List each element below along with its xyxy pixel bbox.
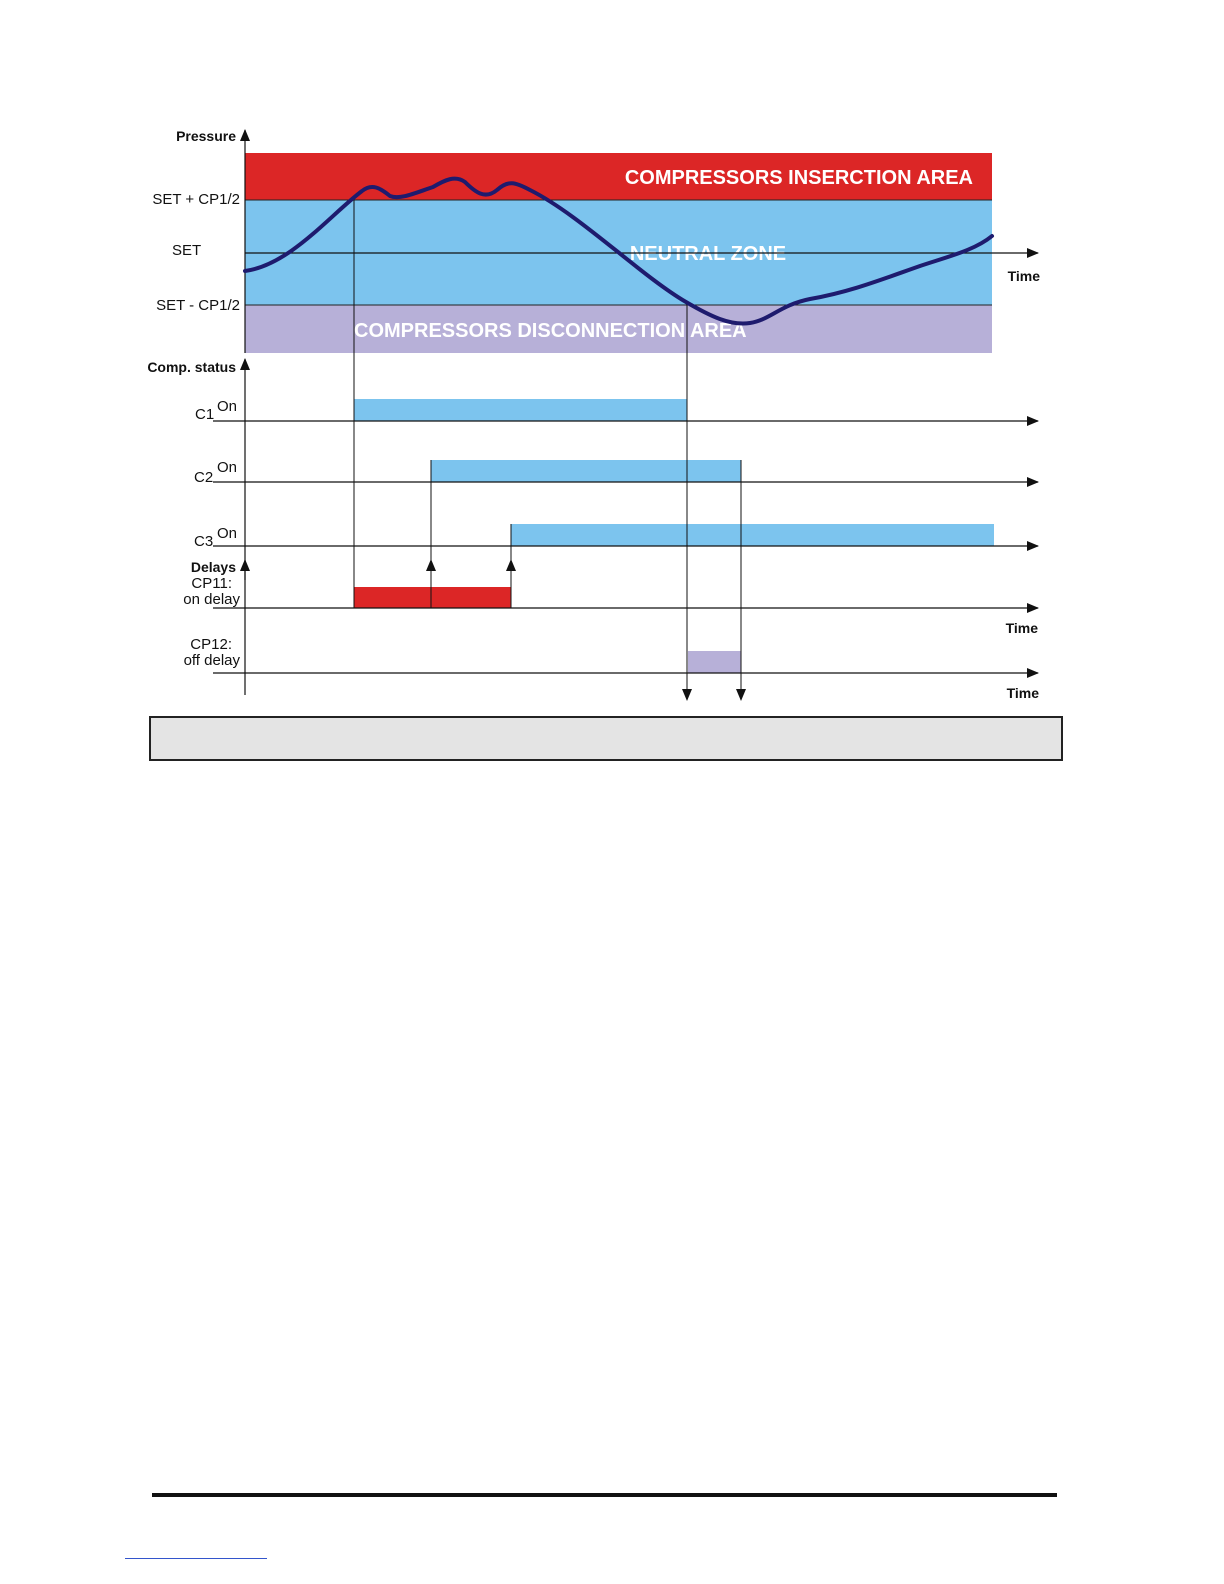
c1-label: C1: [195, 406, 214, 423]
c1-on-bar: [354, 399, 687, 421]
set-minus-label: SET - CP1/2: [156, 297, 240, 314]
neutral-zone-label: NEUTRAL ZONE: [630, 243, 786, 265]
c1-on-label: On: [217, 398, 237, 415]
cp12-label: CP12:: [190, 636, 232, 653]
on-delay-bar: [354, 587, 511, 608]
caption-box: [149, 716, 1063, 761]
c2-on-bar: [431, 460, 741, 482]
c2-on-label: On: [217, 459, 237, 476]
disconnection-area-label: COMPRESSORS DISCONNECTION AREA: [354, 320, 747, 342]
c2-label: C2: [194, 469, 213, 486]
disconnection-area: [245, 305, 992, 353]
pressure-timing-diagram: COMPRESSORS INSERCTION AREA NEUTRAL ZONE…: [147, 128, 1041, 701]
pressure-curve: [243, 176, 994, 326]
time-label-cp12: Time: [1007, 685, 1040, 701]
cp12-sub-label: off delay: [184, 652, 241, 669]
footer-rule: [152, 1493, 1057, 1497]
set-plus-label: SET + CP1/2: [152, 191, 240, 208]
set-label: SET: [172, 242, 201, 259]
pressure-axis-label: Pressure: [176, 128, 236, 144]
insertion-area-label: COMPRESSORS INSERCTION AREA: [625, 167, 973, 189]
c3-on-bar: [511, 524, 994, 546]
insertion-area: [245, 153, 992, 200]
footer-link-underline: [125, 1558, 267, 1559]
cp11-label: CP11:: [191, 575, 232, 592]
time-label-pressure: Time: [1008, 268, 1041, 284]
delays-label: Delays: [191, 559, 236, 575]
time-label-cp11: Time: [1006, 620, 1039, 636]
cp11-sub-label: on delay: [183, 591, 240, 608]
c3-label: C3: [194, 533, 213, 550]
c3-on-label: On: [217, 525, 237, 542]
off-delay-bar: [688, 651, 741, 673]
comp-status-label: Comp. status: [147, 359, 236, 375]
